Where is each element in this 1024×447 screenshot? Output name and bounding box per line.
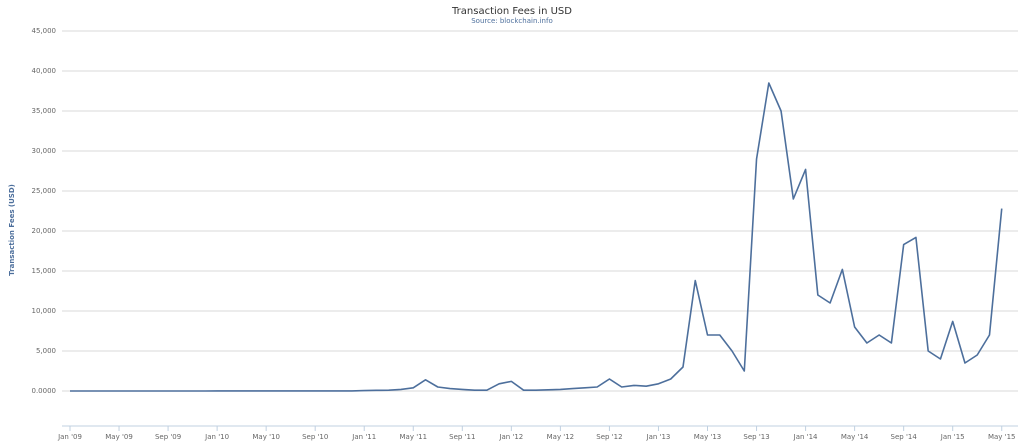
x-tick-label: Sep '09: [155, 433, 181, 441]
y-tick-label: 30,000: [32, 147, 57, 155]
x-tick-label: Sep '12: [596, 433, 622, 441]
chart-subtitle: Source: blockchain.info: [471, 17, 553, 25]
y-tick-label: 5,000: [36, 347, 56, 355]
x-tick-label: Sep '11: [449, 433, 475, 441]
x-tick-label: May '10: [252, 433, 280, 441]
x-tick-label: May '11: [400, 433, 428, 441]
x-tick-label: Sep '13: [743, 433, 769, 441]
x-tick-label: May '09: [105, 433, 133, 441]
x-tick-label: May '12: [547, 433, 575, 441]
x-tick-label: Jan '11: [351, 433, 376, 441]
y-tick-label: 15,000: [32, 267, 57, 275]
y-tick-label: 40,000: [32, 67, 57, 75]
x-tick-label: May '14: [841, 433, 869, 441]
x-tick-label: Jan '10: [204, 433, 229, 441]
y-axis-title: Transaction Fees (USD): [8, 184, 16, 276]
x-tick-label: Jan '13: [646, 433, 671, 441]
x-tick-label: May '13: [694, 433, 722, 441]
x-tick-label: Sep '14: [891, 433, 918, 441]
x-tick-label: May '15: [988, 433, 1016, 441]
y-tick-label: 20,000: [32, 227, 57, 235]
y-tick-label: 10,000: [32, 307, 57, 315]
x-tick-label: Jan '14: [793, 433, 818, 441]
y-tick-label: 45,000: [32, 27, 57, 35]
x-tick-label: Sep '10: [302, 433, 328, 441]
x-tick-label: Jan '09: [57, 433, 82, 441]
data-line: [70, 82, 1003, 392]
y-tick-label: 35,000: [32, 107, 57, 115]
y-tick-label: 0.0000: [32, 387, 57, 395]
y-tick-label: 25,000: [32, 187, 57, 195]
chart-title: Transaction Fees in USD: [451, 6, 572, 17]
x-tick-label: Jan '12: [498, 433, 523, 441]
x-tick-label: Jan '15: [940, 433, 965, 441]
